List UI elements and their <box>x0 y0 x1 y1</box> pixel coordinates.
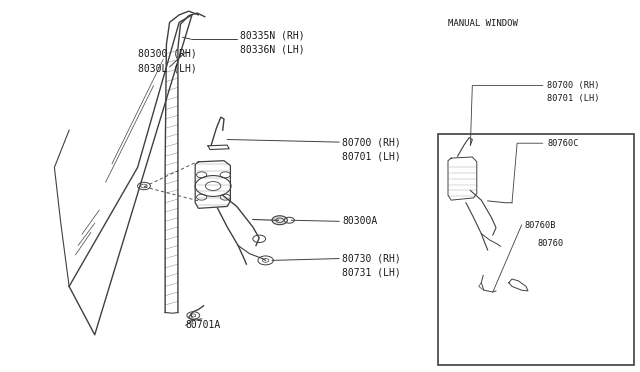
Text: 80701 (LH): 80701 (LH) <box>342 151 401 161</box>
Text: 80700 (RH): 80700 (RH) <box>342 137 401 147</box>
Text: 80760C: 80760C <box>547 139 579 148</box>
Circle shape <box>272 216 287 225</box>
Text: MANUAL WINDOW: MANUAL WINDOW <box>448 19 518 28</box>
Text: 80335N (RH): 80335N (RH) <box>240 31 305 40</box>
Text: 80336N (LH): 80336N (LH) <box>240 44 305 54</box>
Circle shape <box>506 199 518 206</box>
Text: 80701 (LH): 80701 (LH) <box>547 94 600 103</box>
Text: 80730 (RH): 80730 (RH) <box>342 254 401 263</box>
Text: 80300 (RH): 80300 (RH) <box>138 49 196 59</box>
Text: 80701A: 80701A <box>186 321 221 330</box>
Text: 80760B: 80760B <box>525 221 556 230</box>
Bar <box>438 134 634 365</box>
Text: < 03000?: < 03000? <box>581 351 624 360</box>
Text: 80760: 80760 <box>538 239 564 248</box>
Text: 8030L (LH): 8030L (LH) <box>138 64 196 74</box>
Text: 80700 (RH): 80700 (RH) <box>547 81 600 90</box>
Text: 80300A: 80300A <box>342 217 378 226</box>
Text: 80731 (LH): 80731 (LH) <box>342 267 401 277</box>
